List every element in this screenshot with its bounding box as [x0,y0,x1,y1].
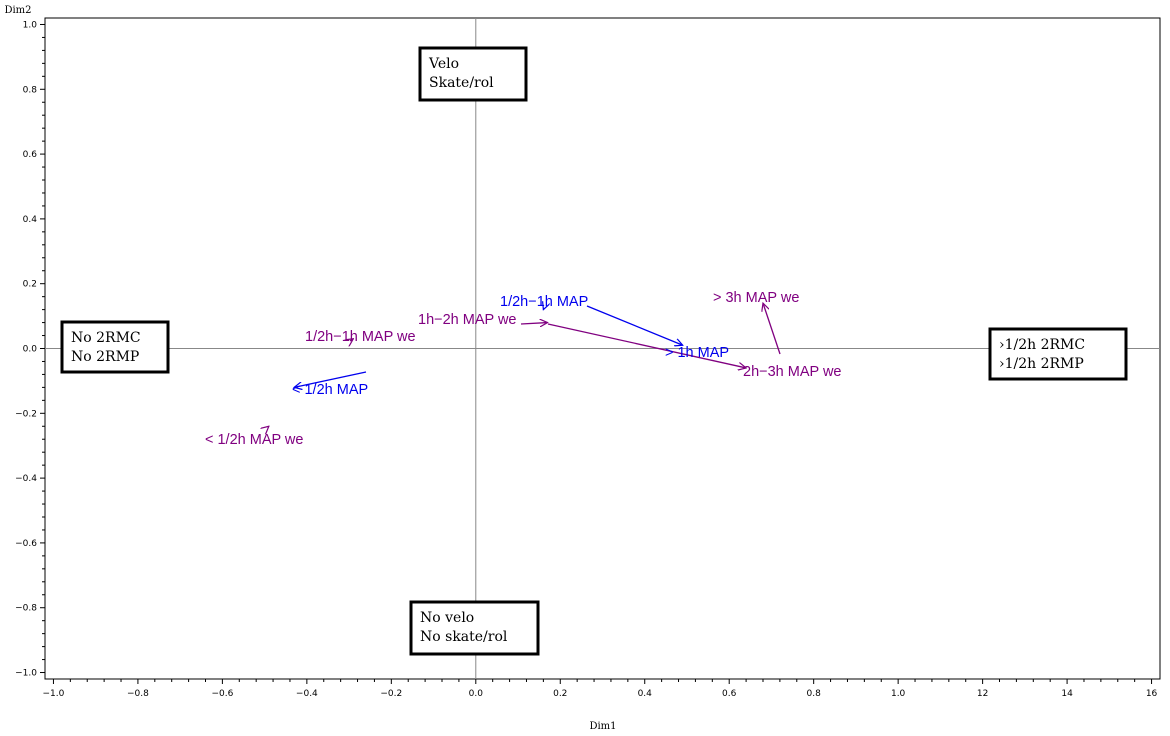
point-label: 1h−2h MAP we [418,312,516,328]
x-tick-label: −0.8 [127,689,149,699]
y-tick-label: −0.6 [15,539,37,549]
leader-arrow [350,339,353,341]
annotation-text: Skate/rol [429,75,494,91]
annotation-box: No 2RMC No 2RMP [60,320,170,374]
x-tick-label: −0.2 [380,689,402,699]
x-axis: −1.0 −0.8 −0.6 −0.4 −0.2 0.0 0.2 0.4 0.6 0.8 1.0 12… [43,679,1158,699]
y-tick-label: 0.0 [23,345,38,355]
y-axis: 1.0 0.8 0.6 0.4 0.2 0.0 −0.2 −0.4 −0.6 −0.8 −1.0 [15,20,45,679]
annotation-text: No 2RMC [71,330,141,346]
point-label: 1/2h−1h MAP [500,294,588,310]
point-labels: < 1/2h MAP 1/2h−1h MAP > 1h MAP < 1/2h MAP … [205,290,841,448]
point-label: 1/2h−1h MAP we [305,329,416,345]
point-label: > 3h MAP we [713,290,799,306]
x-tick-label: 0.0 [469,689,484,699]
x-tick-label: 0.4 [638,689,653,699]
point-label: 2h−3h MAP we [743,364,841,380]
y-tick-label: −0.4 [15,474,37,484]
leader-arrow [543,308,544,310]
x-tick-label: 0.8 [807,689,822,699]
x-tick-label: 1.0 [891,689,906,699]
x-tick-label: −0.4 [296,689,318,699]
y-tick-label: −0.2 [15,409,37,419]
annotation-text: Velo [428,56,459,72]
annotation-box: ›1/2h 2RMC ›1/2h 2RMP [988,327,1128,381]
y-tick-label: 1.0 [23,20,38,30]
leader-arrow [268,426,269,427]
leader-arrow [763,303,781,355]
annotation-text: No skate/rol [420,629,508,645]
annotation-box: No velo No skate/rol [409,600,540,656]
annotation-text: No velo [420,610,474,626]
point-label: < 1/2h MAP [292,382,368,398]
annotation-text: No 2RMP [71,349,139,365]
y-tick-label: −0.8 [15,604,37,614]
y-axis-title: Dim2 [4,5,31,16]
leader-arrow [294,371,367,387]
annotation-box: Velo Skate/rol [418,46,528,102]
x-tick-label: 14 [1061,689,1073,699]
x-tick-label: −1.0 [43,689,65,699]
leader-lines [268,303,781,427]
x-axis-title: Dim1 [589,721,616,732]
y-tick-label: 0.2 [23,280,37,290]
x-tick-label: 16 [1146,689,1158,699]
annotation-text: ›1/2h 2RMC [999,337,1085,353]
y-tick-label: 0.8 [23,85,38,95]
x-tick-label: 12 [977,689,988,699]
annotation-text: ›1/2h 2RMP [999,356,1084,372]
reference-lines [45,18,1160,679]
x-tick-label: 0.2 [553,689,567,699]
leader-arrow [586,305,683,345]
point-label: < 1/2h MAP we [205,432,303,448]
leader-arrow [547,323,746,368]
x-tick-label: 0.6 [722,689,737,699]
y-tick-label: 0.6 [23,150,38,160]
leader-arrow [520,323,548,324]
y-tick-label: −1.0 [15,669,37,679]
point-label: > 1h MAP [665,345,729,361]
y-tick-label: 0.4 [23,215,38,225]
x-tick-label: −0.6 [211,689,233,699]
